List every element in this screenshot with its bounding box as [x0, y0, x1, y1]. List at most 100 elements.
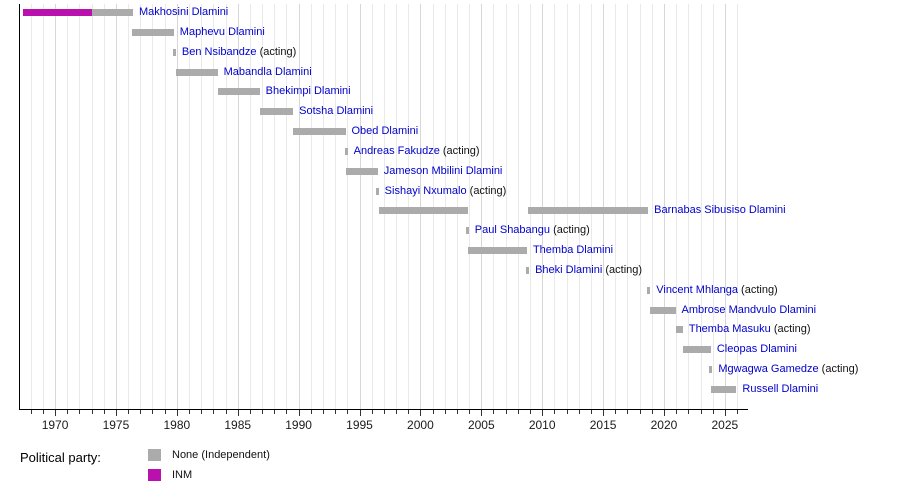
legend-swatch	[148, 449, 161, 461]
row-label: Themba Dlamini	[533, 244, 613, 257]
axis-tick	[79, 410, 81, 414]
row-name-link[interactable]: Barnabas Sibusiso Dlamini	[654, 204, 786, 217]
grid-line	[189, 4, 191, 409]
row-name-link[interactable]: Themba Dlamini	[532, 244, 614, 257]
axis-tick-label: 1990	[285, 418, 312, 432]
row-name-link[interactable]: Ben Nsibandze	[181, 45, 257, 58]
row-name-link[interactable]: Andreas Fakudze	[353, 144, 440, 157]
axis-tick	[627, 410, 629, 414]
legend-entry: None (Independent)	[148, 449, 270, 461]
grid-line	[371, 4, 373, 409]
row-name-link[interactable]: Themba Masuku	[688, 323, 771, 336]
axis-tick	[30, 410, 32, 414]
grid-line	[115, 4, 117, 409]
grid-line	[469, 4, 471, 409]
row-name-link[interactable]: Sotsha Dlamini	[299, 105, 374, 118]
grid-line	[274, 4, 276, 409]
acting-mark	[375, 187, 379, 195]
grid-line	[688, 4, 690, 409]
axis-tick	[444, 410, 446, 414]
acting-suffix: (acting)	[770, 323, 811, 336]
axis-tick	[164, 410, 166, 414]
grid-line	[91, 4, 93, 409]
grid-line	[554, 4, 556, 409]
acting-suffix: (acting)	[550, 224, 590, 237]
axis-tick	[639, 410, 641, 414]
axis-tick	[578, 410, 580, 414]
axis-tick-label: 1980	[163, 418, 191, 432]
grid-line	[262, 4, 264, 409]
row-name-link[interactable]: Cleopas Dlamini	[716, 343, 797, 356]
axis-tick	[456, 410, 458, 414]
axis-tick	[103, 410, 105, 414]
grid-line	[542, 4, 544, 409]
axis-tick	[140, 410, 142, 414]
axis-tick	[42, 410, 44, 414]
axis-tick	[249, 410, 251, 414]
row-name-link[interactable]: Bhekimpi Dlamini	[265, 85, 351, 98]
grid-line	[128, 4, 130, 409]
row-name-link[interactable]: Maphevu Dlamini	[179, 25, 265, 38]
acting-mark	[526, 266, 530, 274]
row-name-link[interactable]: Ambrose Mandvulo Dlamini	[681, 303, 817, 316]
acting-mark	[465, 227, 469, 235]
acting-suffix: (acting)	[818, 363, 859, 376]
grid-line	[67, 4, 69, 409]
grid-line	[42, 4, 44, 409]
axis-tick-label: 1985	[224, 418, 252, 432]
grid-line	[383, 4, 385, 409]
axis-tick-label: 2025	[711, 418, 739, 432]
grid-line	[444, 4, 446, 409]
axis-tick	[566, 410, 568, 414]
x-axis-line	[18, 409, 749, 410]
axis-tick	[408, 410, 410, 414]
acting-mark	[344, 147, 348, 155]
grid-line	[517, 4, 519, 409]
grid-line	[420, 4, 422, 409]
grid-line	[164, 4, 166, 409]
acting-mark	[647, 286, 651, 294]
grid-line	[322, 4, 324, 409]
grid-line	[298, 4, 300, 409]
axis-tick	[663, 410, 665, 416]
grid-line	[310, 4, 312, 409]
timeline-bar	[379, 207, 468, 215]
grid-line	[724, 4, 726, 409]
axis-tick	[469, 410, 471, 414]
legend-label: INM	[172, 469, 193, 481]
row-label: Paul Shabangu (acting)	[475, 224, 590, 237]
axis-tick-label: 1970	[41, 418, 69, 432]
row-name-link[interactable]: Mgwagwa Gamedze	[718, 363, 819, 376]
axis-tick	[651, 410, 653, 414]
timeline-bar	[649, 306, 676, 314]
row-name-link[interactable]: Russell Dlamini	[742, 382, 819, 395]
row-label: Ben Nsibandze (acting)	[182, 46, 296, 59]
axis-tick	[542, 410, 544, 416]
grid-line	[408, 4, 410, 409]
row-name-link[interactable]: Vincent Mhlanga	[656, 283, 738, 296]
row-name-link[interactable]: Paul Shabangu	[474, 224, 551, 237]
row-name-link[interactable]: Mabandla Dlamini	[223, 65, 312, 78]
row-label: Sotsha Dlamini	[299, 105, 373, 118]
row-name-link[interactable]: Makhosini Dlamini	[139, 6, 229, 18]
grid-line	[456, 4, 458, 409]
grid-line	[530, 4, 531, 409]
row-label: Bheki Dlamini (acting)	[535, 264, 642, 277]
legend-title: Political party:	[20, 450, 101, 465]
row-name-link[interactable]: Sishayi Nxumalo	[384, 184, 467, 197]
axis-tick	[724, 410, 726, 416]
grid-line	[152, 4, 154, 409]
grid-line	[213, 4, 215, 409]
axis-tick	[737, 410, 739, 414]
grid-line	[249, 4, 251, 409]
axis-tick	[347, 410, 349, 414]
legend-entry: INM	[148, 469, 270, 481]
grid-line	[700, 4, 702, 409]
row-name-link[interactable]: Jameson Mbilini Dlamini	[383, 164, 503, 177]
grid-line	[79, 4, 81, 409]
row-name-link[interactable]: Obed Dlamini	[351, 125, 419, 138]
axis-tick-label: 1975	[102, 418, 130, 432]
row-name-link[interactable]: Bheki Dlamini	[535, 263, 603, 276]
grid-line	[676, 4, 678, 409]
